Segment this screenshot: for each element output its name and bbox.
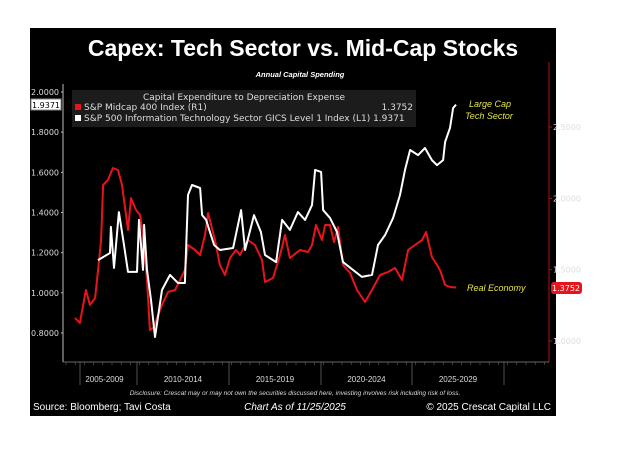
legend-title: Capital Expenditure to Depreciation Expe…	[143, 93, 346, 103]
legend-box	[72, 90, 416, 127]
chart-title: Capex: Tech Sector vs. Mid-Cap Stocks	[88, 35, 518, 61]
legend-label-tech: S&P 500 Information Technology Sector GI…	[84, 114, 405, 124]
annotation-real-economy: Real Economy	[467, 283, 526, 293]
right-tick-label: 1.5000	[553, 266, 581, 275]
footer-copyright: © 2025 Crescat Capital LLC	[426, 402, 551, 413]
period-label: 2025-2029	[439, 375, 478, 384]
legend-value-midcap: 1.3752	[382, 103, 414, 113]
left-tick-label: 1.6000	[31, 168, 59, 177]
disclosure: Disclosure: Crescat may or may not own t…	[130, 390, 461, 397]
left-tick-label: 1.2000	[31, 249, 59, 258]
series-line-midcap	[74, 167, 457, 332]
period-label: 2010-2014	[164, 375, 203, 384]
left-last-value-box	[30, 98, 62, 111]
series-line-tech	[97, 103, 457, 338]
right-last-value: 1.3752	[552, 284, 580, 293]
footer-source: Source: Bloomberg; Tavi Costa	[33, 402, 171, 413]
right-last-value-box	[551, 282, 582, 294]
legend-label-midcap: S&P Midcap 400 Index (R1)	[84, 103, 207, 113]
left-tick-label: 1.4000	[31, 208, 59, 217]
left-tick-label: 1.8000	[31, 128, 59, 137]
right-tick-label: 1.0000	[553, 337, 581, 346]
left-tick-label: 2.0000	[31, 88, 59, 97]
annotation-tech-sector: Tech Sector	[465, 111, 514, 121]
left-last-value: 1.9371	[32, 101, 60, 110]
right-tick-label: 2.5000	[553, 123, 581, 132]
period-label: 2005-2009	[85, 375, 124, 384]
footer-as-of: Chart As of 11/25/2025	[244, 402, 346, 413]
legend-swatch-tech	[75, 115, 81, 121]
annotation-large-cap: Large Cap	[469, 99, 511, 109]
chart-subtitle: Annual Capital Spending	[255, 70, 345, 79]
period-label: 2015-2019	[256, 375, 295, 384]
left-tick-label: 0.8000	[31, 329, 59, 338]
left-tick-label: 1.0000	[31, 289, 59, 298]
right-tick-label: 2.0000	[553, 194, 581, 203]
period-label: 2020-2024	[347, 375, 386, 384]
legend-swatch-midcap	[75, 104, 81, 110]
